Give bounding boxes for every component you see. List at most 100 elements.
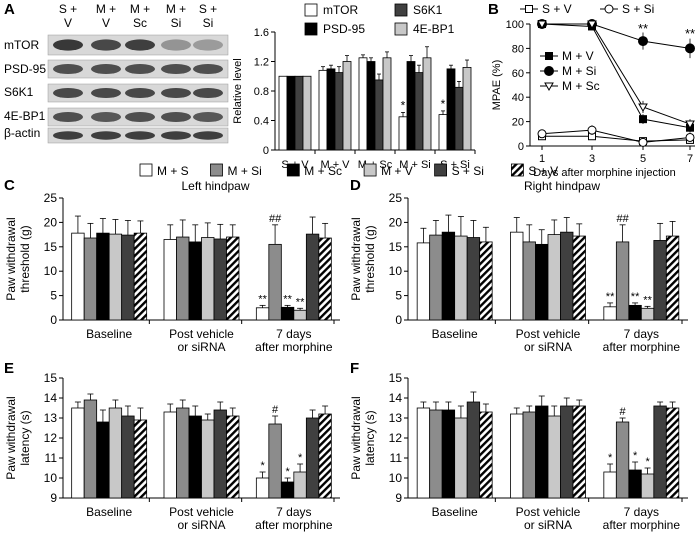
y-axis-label: MPAE (%) [491,60,503,111]
bar [640,473,655,499]
data-point [685,120,695,130]
x-tick-label: or siRNA [524,340,572,354]
bar [71,232,85,321]
bar [286,75,296,151]
bar [201,419,215,499]
bar [302,75,312,151]
bar [213,409,227,499]
blot-band [193,131,223,140]
bar [522,411,536,499]
panel-label-b: B [488,1,499,18]
y-tick-label: 25 [44,191,58,205]
chart-d-right-hindpaw: 0 5 10 15 20 25 Paw withdrawalthreshold (g) Rig… [349,179,688,354]
blot-lane-label: M + Si [166,2,186,30]
legend-marker [525,5,533,13]
significance-mark: * [633,450,638,462]
x-tick-label: Baseline [432,327,478,341]
series-line [541,129,691,143]
bar [441,231,456,321]
x-axis-label: Days after morphine injection [533,167,675,179]
y-tick-label: 20 [389,215,403,229]
y-tick-label: 13 [389,411,403,425]
chart-title: Right hindpaw [524,179,600,193]
significance-mark: * [285,466,290,478]
y-axis-label: Paw withdrawallatency (s) [349,396,377,479]
bar [342,61,352,151]
x-tick-label: 3 [589,153,595,165]
x-tick-label: 7 days [276,505,311,519]
bar [547,415,561,499]
y-tick-label: 20 [512,117,524,129]
y-tick-label: 14 [44,391,58,405]
bar [293,471,307,499]
x-tick-label: 7 days [276,327,311,341]
legend-label: M + V [381,164,413,178]
legend-marker [604,4,614,14]
bar [572,405,586,499]
x-tick-label: after morphine [603,340,681,354]
bar [438,114,448,151]
data-point [638,137,648,147]
panel-label-a: A [4,1,15,18]
blot-protein-label: 4E-BP1 [4,109,46,123]
bar [462,67,472,151]
x-tick-label: 7 days [624,505,659,519]
significance-mark: * [260,460,265,472]
data-point [638,36,648,47]
x-tick-label: 7 days [624,327,659,341]
blot-band [161,63,191,75]
bar [603,471,617,499]
legend-label: M + Si [228,164,262,178]
x-tick-label: or siRNA [524,518,572,532]
bar [429,234,443,321]
bar [560,405,574,499]
chart-f-latency: 9 10 11 12 13 14 15 Paw withdrawallatency (s) Ba… [349,371,688,532]
bar [318,69,328,151]
bar [358,57,368,151]
blot-band [91,111,121,123]
legend-label: PSD-95 [323,22,365,36]
bar [429,409,443,499]
bar [280,481,295,499]
y-tick-label: 15 [44,240,58,254]
blot-band [125,131,155,140]
y-tick-label: 60 [512,68,524,80]
bar [535,243,549,321]
bar [96,421,110,499]
y-tick-label: 12 [389,431,403,445]
bar [226,415,240,499]
x-tick-label: M + V [320,159,350,171]
bar [422,57,432,151]
legend-label: M + Si [562,64,596,78]
blot-band [53,39,83,51]
bar [466,401,481,499]
y-tick-label: 25 [389,191,403,205]
significance-mark: ** [638,21,648,36]
blot-band [91,131,121,140]
bar [414,72,424,151]
bar [406,61,416,151]
blot-protein-label: S6K1 [4,85,34,99]
bar [121,234,135,321]
blot-band [125,63,155,75]
bar [416,407,431,499]
blot-band [53,87,83,99]
blot-lane-label: M + V [96,2,116,30]
legend-label: M + V [562,49,594,63]
x-tick-label: 1 [539,153,545,165]
data-point [587,20,597,30]
legend-swatch [394,3,408,17]
bar [510,413,524,499]
x-tick-label: or siRNA [177,518,225,532]
bar [108,233,123,321]
blot-band [91,87,121,99]
legend-swatch [394,22,408,36]
bar [83,399,98,499]
significance-mark: ** [606,291,615,303]
y-tick-label: 0 [518,141,524,153]
bar [479,411,493,499]
bar [318,237,332,321]
significance-mark: ## [616,213,629,225]
chart-b-mpae: 0 20 40 60 80 100 1 3 5 7 Days after morphine inje… [491,2,695,179]
bar [163,239,177,321]
